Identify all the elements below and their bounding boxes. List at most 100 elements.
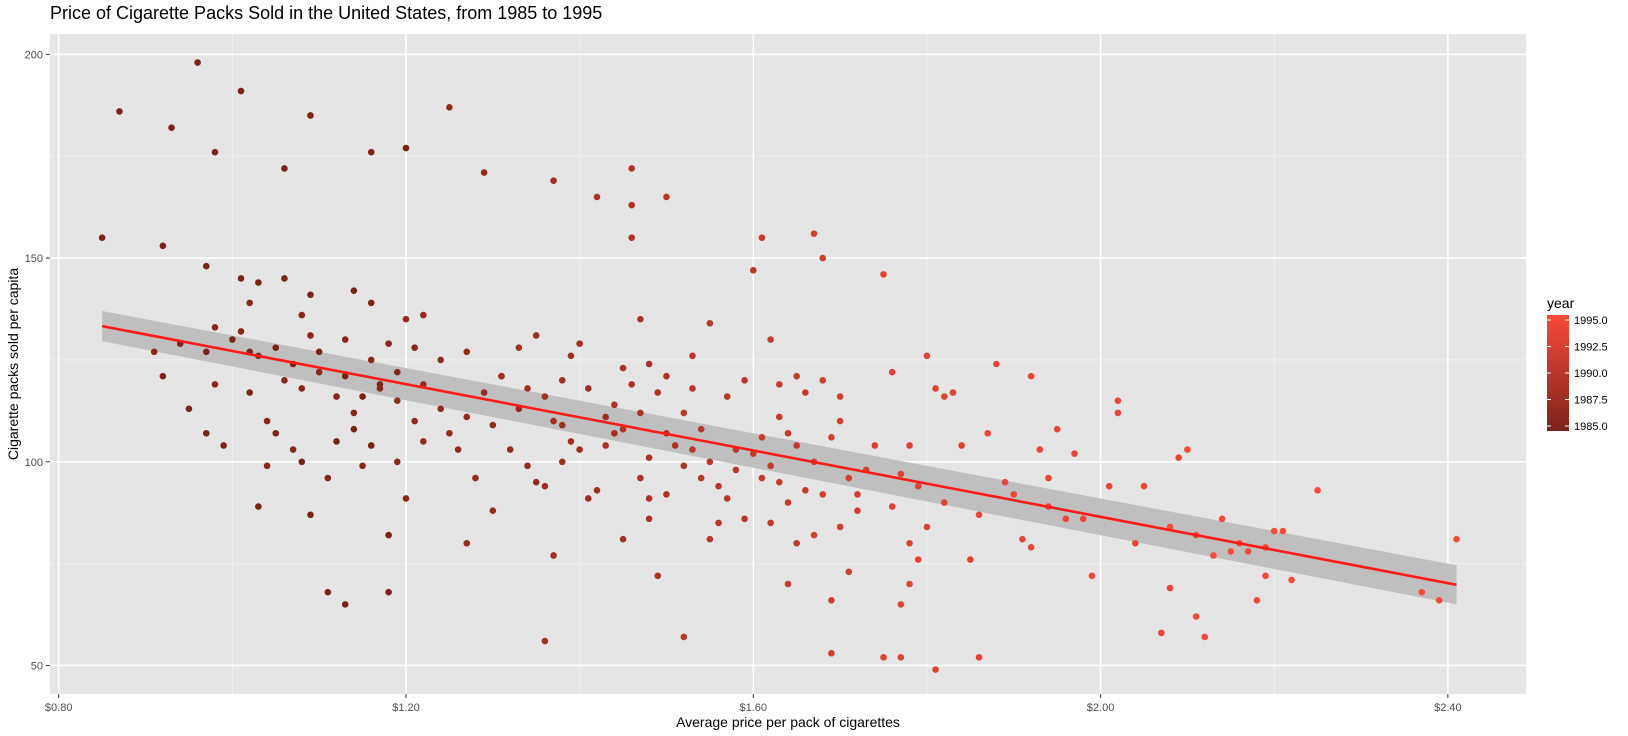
data-point xyxy=(541,637,549,645)
data-point xyxy=(654,572,662,580)
data-point xyxy=(645,515,653,523)
data-point xyxy=(202,429,210,437)
data-point xyxy=(463,413,471,421)
data-point xyxy=(1314,486,1321,494)
data-point xyxy=(671,442,679,449)
data-point xyxy=(402,315,410,323)
data-point xyxy=(307,291,314,299)
data-point xyxy=(498,372,505,380)
data-point xyxy=(697,474,705,482)
data-point xyxy=(263,417,271,425)
data-point xyxy=(932,385,939,392)
data-point xyxy=(515,344,523,352)
data-point xyxy=(1227,548,1235,555)
data-point xyxy=(628,165,636,172)
data-point xyxy=(393,397,401,404)
data-point xyxy=(793,442,800,449)
data-point xyxy=(723,495,731,502)
data-point xyxy=(246,389,253,396)
data-point xyxy=(480,389,488,396)
data-point xyxy=(532,478,540,486)
data-point xyxy=(906,442,913,449)
data-point xyxy=(706,535,714,543)
data-point xyxy=(741,515,748,523)
data-point xyxy=(1114,409,1122,417)
data-point xyxy=(420,311,427,319)
data-point xyxy=(385,340,392,347)
data-point xyxy=(715,482,722,490)
data-point xyxy=(1192,613,1200,620)
data-point xyxy=(393,368,401,376)
data-point xyxy=(975,511,983,519)
data-point xyxy=(367,356,375,364)
x-tick-label: $1.60 xyxy=(740,702,768,714)
data-point xyxy=(437,405,445,413)
data-point xyxy=(793,539,800,547)
data-point xyxy=(1210,552,1217,559)
data-point xyxy=(1279,527,1287,535)
data-point xyxy=(680,409,688,417)
data-point xyxy=(828,434,835,441)
data-point xyxy=(159,372,167,380)
data-point xyxy=(367,148,375,156)
data-point xyxy=(776,381,783,388)
data-point xyxy=(880,271,887,278)
data-point xyxy=(802,486,809,494)
data-point xyxy=(315,368,323,376)
data-point xyxy=(749,266,757,274)
data-point xyxy=(315,348,323,356)
data-point xyxy=(897,654,905,661)
data-point xyxy=(663,491,670,498)
data-point xyxy=(1158,629,1165,637)
data-point xyxy=(958,442,965,449)
data-point xyxy=(1435,596,1443,604)
data-point xyxy=(1175,454,1183,462)
data-point xyxy=(593,486,601,494)
legend-break-label: 1985.0 xyxy=(1574,421,1608,433)
legend-break-label: 1995.0 xyxy=(1574,315,1608,327)
data-point xyxy=(558,421,566,429)
data-point xyxy=(836,393,844,400)
data-point xyxy=(845,474,853,482)
y-axis-ticks: 50 100 150 200 xyxy=(25,49,50,672)
legend-break-label: 1992.5 xyxy=(1574,342,1608,354)
data-point xyxy=(116,108,123,115)
data-point xyxy=(550,417,557,425)
data-point xyxy=(585,495,592,502)
data-point xyxy=(437,356,445,364)
data-point xyxy=(420,438,427,445)
data-point xyxy=(576,340,583,347)
data-point xyxy=(776,413,783,421)
data-point xyxy=(480,169,488,176)
data-point xyxy=(645,454,653,462)
data-point xyxy=(350,409,358,417)
data-point xyxy=(767,336,774,343)
data-point xyxy=(541,482,549,490)
data-point xyxy=(680,633,688,641)
data-point xyxy=(159,242,167,250)
x-axis-ticks: $0.80 $1.20 $1.60 $2.00 $2.40 xyxy=(45,694,1462,714)
data-point xyxy=(585,385,592,392)
data-point xyxy=(168,124,175,132)
data-point xyxy=(1201,633,1209,641)
data-point xyxy=(367,299,375,307)
data-point xyxy=(1027,544,1035,551)
data-point xyxy=(888,368,896,376)
data-point xyxy=(1131,539,1139,547)
data-point xyxy=(454,446,462,453)
data-point xyxy=(663,193,670,201)
data-point xyxy=(784,429,792,437)
data-point xyxy=(628,234,636,242)
data-point xyxy=(307,511,314,519)
data-point xyxy=(819,254,827,262)
data-point xyxy=(871,442,879,449)
data-point xyxy=(246,299,253,307)
y-tick-label: 50 xyxy=(31,660,43,672)
data-points xyxy=(98,59,1460,673)
data-point xyxy=(897,470,905,478)
data-point xyxy=(1045,474,1052,482)
data-point xyxy=(281,165,288,172)
data-point xyxy=(341,601,349,608)
data-point xyxy=(802,389,809,396)
data-point xyxy=(836,417,844,425)
